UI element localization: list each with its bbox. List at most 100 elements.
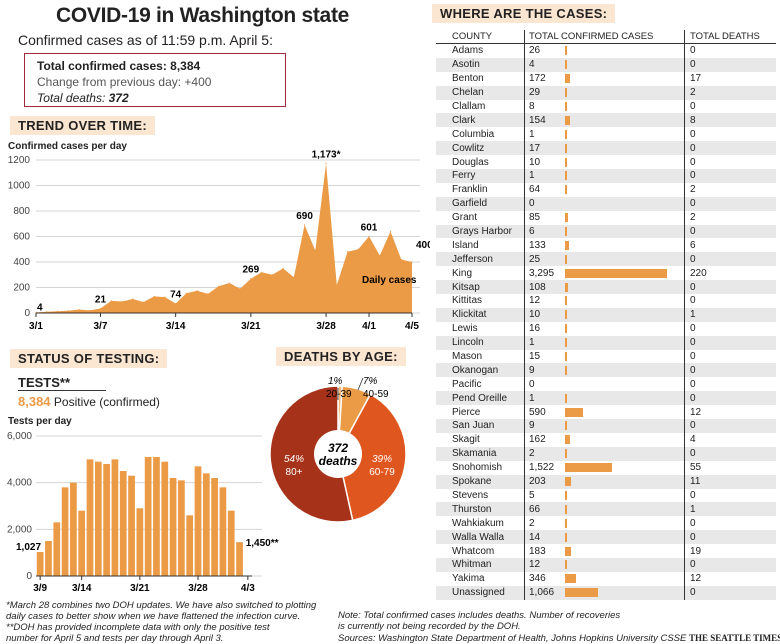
test-bar (169, 478, 177, 576)
cases-value: 1 (529, 337, 535, 349)
county-name: Franklin (452, 184, 488, 196)
deaths-value: 2 (684, 85, 774, 100)
county-name: Whatcom (452, 545, 495, 557)
county-name: Pierce (452, 406, 481, 418)
deaths-value: 0 (684, 363, 774, 378)
x-tick-label: 3/28 (188, 583, 208, 594)
data-point (228, 282, 230, 284)
note-line: Note: Total confirmed cases includes dea… (338, 610, 621, 621)
table-row: Stevens 5 0 (436, 488, 776, 503)
deaths-value: 19 (684, 544, 774, 558)
y-tick-label: 200 (13, 283, 30, 294)
deaths-value: 0 (684, 169, 774, 183)
deaths-value: 11 (684, 474, 774, 489)
cases-value: 16 (529, 323, 541, 335)
cases-value: 183 (529, 545, 546, 557)
data-point (132, 298, 134, 300)
footnote-line: *March 28 combines two DOH updates. We h… (6, 600, 317, 611)
cases-bar (565, 115, 570, 125)
testing-ylabel: Tests per day (8, 416, 72, 427)
cases-value: 346 (529, 573, 546, 585)
deaths-value: 0 (684, 391, 774, 406)
cases-cell: 10 (524, 307, 684, 322)
cases-bar (565, 143, 567, 153)
cases-cell: 64 (524, 182, 684, 197)
cases-bar (565, 282, 569, 292)
cases-bar (565, 407, 584, 417)
test-bar (45, 541, 52, 576)
deaths-value: 12 (684, 571, 774, 586)
cases-table-header: WHERE ARE THE CASES: (432, 4, 616, 23)
test-bar (86, 459, 94, 576)
cases-value: 203 (529, 476, 546, 488)
table-head-row: COUNTY TOTAL CONFIRMED CASES TOTAL DEATH… (436, 30, 776, 44)
y-tick-label: 0 (24, 308, 30, 319)
sources-text: Sources: Washington State Department of … (338, 633, 687, 644)
deaths-value: 0 (684, 419, 774, 433)
slice-label-pct: 7% (363, 376, 378, 387)
x-tick-label: 3/21 (130, 583, 150, 594)
total-deaths-value: 372 (108, 91, 129, 105)
deaths-value: 8 (684, 113, 774, 128)
table-row: Skagit 162 4 (436, 432, 776, 447)
cases-bar (565, 60, 567, 70)
data-point (250, 278, 252, 280)
cases-value: 12 (529, 559, 541, 571)
deaths-value: 0 (684, 530, 774, 545)
county-name: Clark (452, 114, 476, 126)
table-row: Klickitat 10 1 (436, 307, 776, 322)
test-bar (128, 475, 135, 576)
deaths-value: 0 (684, 321, 774, 336)
test-bar (236, 542, 243, 576)
test-bar (202, 473, 210, 576)
pie-hole (314, 430, 362, 478)
table-row: Spokane 203 11 (436, 474, 776, 489)
change-line: Change from previous day: +400 (37, 75, 212, 89)
trend-ylabel: Confirmed cases per day (8, 141, 127, 152)
x-tick-label: 3/7 (94, 321, 108, 332)
slice-label-age: 80+ (286, 467, 303, 478)
data-point (314, 249, 316, 252)
test-bar (78, 510, 86, 576)
deaths-value: 0 (684, 516, 774, 531)
cases-value: 66 (529, 503, 541, 515)
table-row: Ferry 1 0 (436, 169, 776, 183)
data-point (89, 309, 91, 311)
x-tick-label: 3/21 (241, 321, 261, 332)
data-point (67, 310, 69, 312)
cases-cell: 162 (524, 432, 684, 447)
table-row: Franklin 64 2 (436, 182, 776, 197)
deaths-value: 0 (684, 557, 774, 572)
table-row: Snohomish 1,522 55 (436, 460, 776, 475)
deaths-value: 0 (684, 141, 774, 156)
county-name: Cowlitz (452, 142, 485, 154)
data-point (78, 308, 80, 311)
deaths-value: 0 (684, 446, 774, 461)
deaths-value: 0 (684, 488, 774, 503)
county-name: Thurston (452, 503, 492, 515)
cases-bar (565, 365, 567, 375)
cases-bar (565, 102, 567, 111)
pie-slice (337, 393, 407, 522)
cases-cell: 1,066 (524, 585, 684, 600)
x-tick-label: 3/9 (33, 583, 47, 594)
county-name: Whitman (452, 559, 492, 571)
data-point (56, 310, 59, 312)
data-point (46, 311, 48, 313)
deaths-value: 4 (684, 432, 774, 447)
footnote-line: number for April 5 and tests per day thr… (6, 633, 224, 644)
y-tick-label: 1000 (8, 181, 31, 192)
y-tick-label: 6,000 (7, 431, 32, 442)
data-point (400, 258, 402, 261)
cases-cell: 29 (524, 85, 684, 100)
cases-bar (565, 129, 567, 139)
cases-bar (565, 477, 572, 487)
data-point (357, 248, 359, 250)
table-row: King 3,295 220 (436, 266, 776, 281)
cases-cell: 3,295 (524, 266, 684, 281)
table-row: Grant 85 2 (436, 210, 776, 225)
table-row: Okanogan 9 0 (436, 363, 776, 378)
test-bar (119, 471, 127, 576)
cases-value: 172 (529, 73, 546, 85)
table-row: Mason 15 0 (436, 349, 776, 364)
